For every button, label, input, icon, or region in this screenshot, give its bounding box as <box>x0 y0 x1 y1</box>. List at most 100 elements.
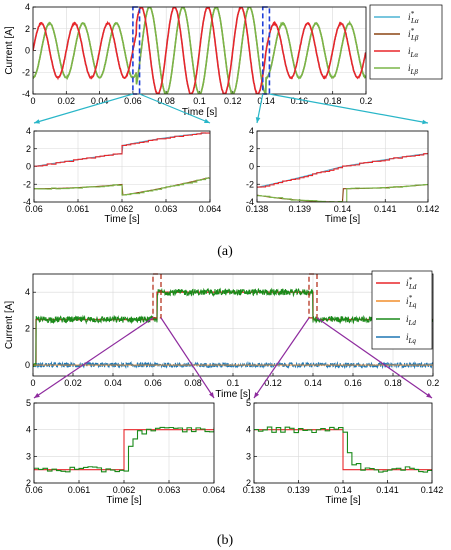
zoom-arrow-line <box>33 317 154 399</box>
series-alpha <box>34 132 210 167</box>
x-tick-label: 0.12 <box>224 96 242 106</box>
x-tick-label: 0.08 <box>157 96 175 106</box>
x-tick-label: 0 <box>30 378 35 388</box>
x-axis-label: Time [s] <box>182 107 217 118</box>
x-tick-label: 0.141 <box>374 204 397 214</box>
panel-label-b: (b) <box>217 533 234 548</box>
zoom-arrows-a <box>33 93 429 125</box>
y-tick-label: 2 <box>26 144 31 154</box>
y-tick-label: 3 <box>26 451 31 461</box>
y-axis-label: Current [A] <box>4 26 15 75</box>
x-tick-label: 0.18 <box>384 378 402 388</box>
x-tick-label: 0.061 <box>68 485 91 495</box>
x-tick-label: 0.2 <box>360 96 373 106</box>
y-tick-label: 0 <box>26 162 31 172</box>
zoom-arrow-line <box>160 317 215 399</box>
x-tick-label: 0.141 <box>376 485 399 495</box>
x-tick-label: 0.2 <box>427 378 440 388</box>
x-tick-label: 0.142 <box>417 204 440 214</box>
y-tick-label: -4 <box>22 89 30 99</box>
panel-label-a: (a) <box>217 244 233 259</box>
series-q <box>33 360 433 370</box>
axes-a_zoom2: 0.138 0.139 0.14 0.141 0.142 -4 -2 0 2 4 Time [s] <box>246 126 440 225</box>
y-tick-label: 4 <box>246 425 251 435</box>
x-tick-label: 0.063 <box>155 204 178 214</box>
x-tick-label: 0.06 <box>144 378 162 388</box>
series-d <box>34 426 214 473</box>
y-tick-label: -2 <box>246 179 254 189</box>
x-tick-label: 0.138 <box>243 485 266 495</box>
y-tick-label: 2 <box>25 24 30 34</box>
zoom-arrow-line <box>316 317 433 399</box>
legend-label: iLβ <box>408 63 418 76</box>
x-tick-label: 0.062 <box>111 204 134 214</box>
x-tick-label: 0.06 <box>25 204 43 214</box>
y-tick-label: 2 <box>249 144 254 154</box>
zoom-arrow-head <box>422 119 428 125</box>
axes-frame <box>32 6 367 95</box>
x-tick-label: 0.06 <box>124 96 142 106</box>
x-tick-label: 0.1 <box>227 378 240 388</box>
legend-label: iLd <box>406 314 416 327</box>
series-alpha <box>257 153 428 188</box>
y-tick-label: -4 <box>246 197 254 207</box>
x-tick-label: 0.142 <box>421 485 444 495</box>
zoom-arrows-b <box>33 317 433 399</box>
x-tick-label: 0.061 <box>67 204 90 214</box>
zoom-arrow-line <box>33 93 134 124</box>
legend-label: i* Lq <box>406 294 417 309</box>
x-axis-label: Time [s] <box>106 495 141 506</box>
series-beta <box>33 7 366 94</box>
x-axis-label: Time [s] <box>325 495 360 506</box>
y-tick-label: 0 <box>249 162 254 172</box>
y-tick-label: 4 <box>249 126 254 136</box>
axes-frame <box>32 273 434 377</box>
x-tick-label: 0.14 <box>257 96 275 106</box>
y-tick-label: 5 <box>26 398 31 408</box>
plot-lines <box>33 287 433 370</box>
x-tick-label: 0.12 <box>264 378 282 388</box>
plot-lines <box>254 426 432 473</box>
x-tick-label: 0.16 <box>344 378 362 388</box>
series-d <box>33 287 433 368</box>
legend-label: iLq <box>406 332 416 345</box>
x-tick-label: 0.064 <box>203 485 226 495</box>
zoom-arrow-head <box>255 117 261 123</box>
x-tick-label: 0.139 <box>288 204 311 214</box>
plot-lines <box>34 426 214 473</box>
legend-label: i* Lβ <box>408 27 419 42</box>
y-tick-label: 2 <box>246 478 251 488</box>
x-tick-label: 0.139 <box>287 485 310 495</box>
y-tick-label: 0 <box>25 360 30 370</box>
y-tick-label: 4 <box>25 2 30 12</box>
x-tick-label: 0.062 <box>113 485 136 495</box>
y-tick-label: 2 <box>25 324 30 334</box>
zoom-arrow-head <box>254 392 260 398</box>
axes-b_zoom2: 0.138 0.139 0.14 0.141 0.142 2 3 4 5 Time [s] <box>243 398 444 506</box>
y-tick-label: 4 <box>25 287 30 297</box>
x-tick-label: 0.063 <box>158 485 181 495</box>
y-tick-label: 3 <box>246 451 251 461</box>
zoom-arrow-head <box>204 118 210 124</box>
y-tick-label: -2 <box>23 179 31 189</box>
x-tick-label: 0.1 <box>193 96 206 106</box>
axes-frame <box>33 130 211 203</box>
series-alpha <box>33 7 366 94</box>
y-tick-label: -2 <box>22 67 30 77</box>
y-tick-label: 0 <box>25 46 30 56</box>
axes-frame <box>33 402 215 484</box>
legend-b: i* Ld i* Lq iLd iLq <box>371 270 433 350</box>
axes-a_main: 0 0.02 0.04 0.06 0.08 0.1 0.12 0.14 0.16 0.18 0.2 -… <box>4 2 372 118</box>
zoom-arrow-head <box>426 392 432 398</box>
x-tick-label: 0.14 <box>334 204 352 214</box>
x-axis-label: Time [s] <box>325 214 360 225</box>
zoom-arrow-head <box>209 392 214 398</box>
zoom-arrow-head <box>34 119 40 124</box>
x-tick-label: 0.14 <box>304 378 322 388</box>
x-tick-label: 0.04 <box>91 96 109 106</box>
series-d <box>254 426 432 473</box>
y-tick-label: 4 <box>26 126 31 136</box>
series-beta <box>34 177 210 196</box>
x-axis-label: Time [s] <box>104 214 139 225</box>
